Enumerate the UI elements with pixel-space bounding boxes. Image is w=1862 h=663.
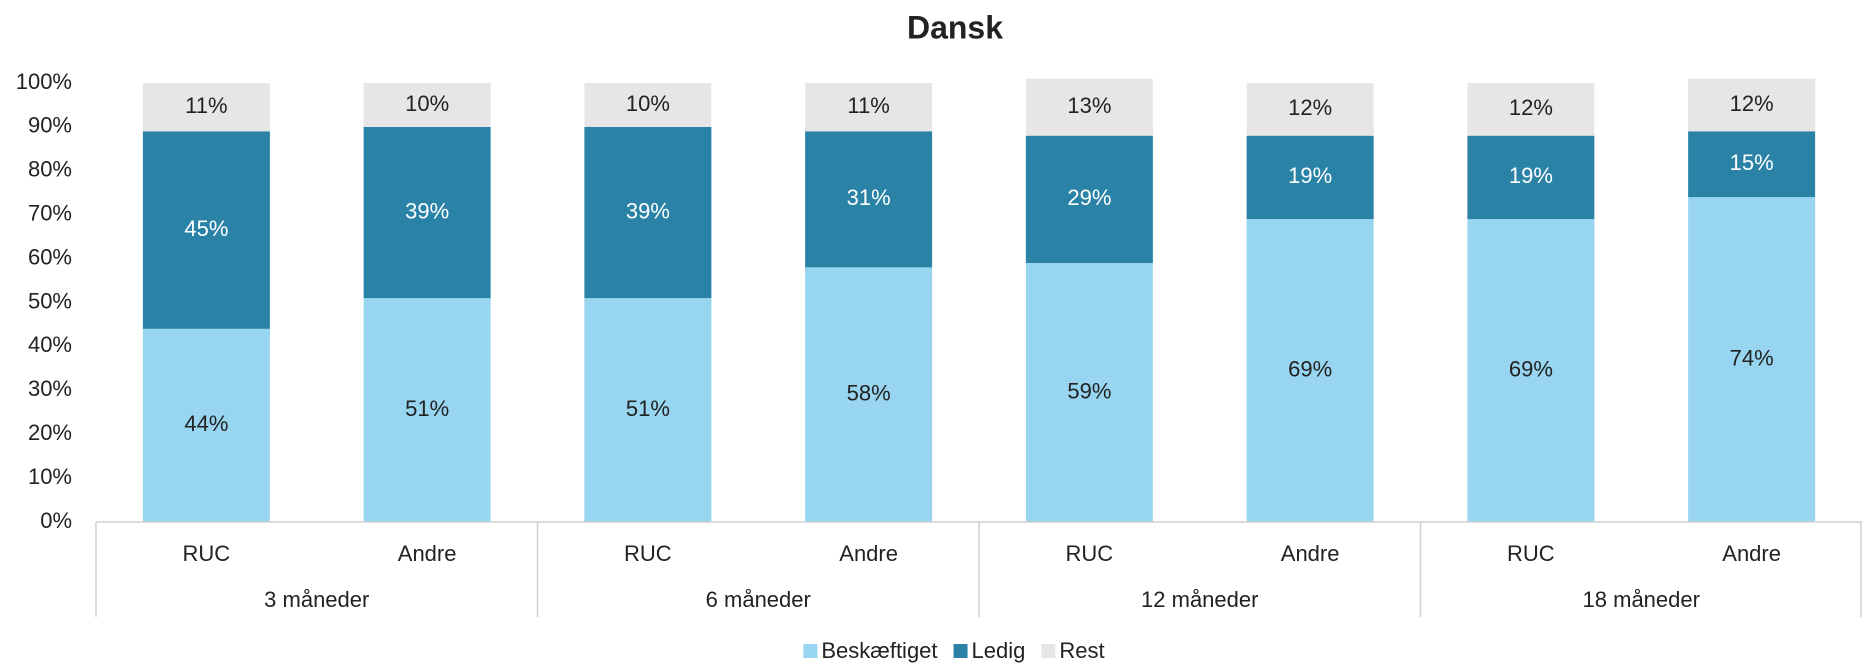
data-label: 69% (1509, 356, 1553, 381)
bar-segment (805, 267, 933, 522)
x-tick-label: Andre (1281, 541, 1340, 566)
data-label: 51% (626, 396, 670, 421)
data-label: 31% (847, 185, 891, 210)
legend-label: Beskæftiget (821, 638, 937, 663)
data-label: 12% (1288, 95, 1332, 120)
bar-segment (584, 126, 712, 299)
x-tick-label: Andre (1722, 541, 1781, 566)
y-tick-label: 70% (28, 201, 72, 226)
bar-segment (1467, 83, 1595, 136)
bar-segment (363, 83, 491, 127)
data-label: 10% (626, 91, 670, 116)
bar-segment (1246, 219, 1374, 522)
data-label: 44% (184, 411, 228, 436)
data-label: 45% (184, 216, 228, 241)
y-tick-label: 0% (40, 508, 72, 533)
bar-segment (1688, 197, 1816, 522)
x-tick-label: RUC (1507, 541, 1555, 566)
y-tick-label: 100% (16, 69, 72, 94)
x-tick-label: Andre (839, 541, 898, 566)
y-tick-label: 60% (28, 244, 72, 269)
legend-swatch (1041, 644, 1056, 658)
data-label: 39% (405, 198, 449, 223)
legend-swatch (953, 644, 968, 658)
data-label: 11% (847, 93, 889, 118)
data-label: 19% (1288, 163, 1332, 188)
data-label: 74% (1730, 345, 1774, 370)
bar-segment (1025, 135, 1153, 263)
data-label: 59% (1067, 378, 1111, 403)
legend-swatch (803, 644, 818, 658)
x-tick-label: RUC (1066, 541, 1114, 566)
y-tick-label: 80% (28, 157, 72, 182)
bar-segment (1025, 262, 1153, 522)
group-label: 12 måneder (1141, 587, 1258, 612)
data-label: 10% (405, 91, 449, 116)
data-label: 13% (1067, 93, 1111, 118)
bar-segment (1467, 135, 1595, 220)
bar-segment (1246, 135, 1374, 220)
data-label: 29% (1067, 185, 1111, 210)
legend-label: Ledig (972, 638, 1026, 663)
legend-label: Rest (1059, 638, 1104, 663)
data-label: 39% (626, 198, 670, 223)
data-label: 58% (847, 381, 891, 406)
data-label: 15% (1730, 150, 1774, 175)
chart-title: Dansk (907, 9, 1003, 45)
group-label: 3 måneder (264, 587, 369, 612)
bar-segment (1246, 83, 1374, 136)
x-tick-label: RUC (183, 541, 231, 566)
bar-segment (1688, 78, 1816, 132)
bar-segment (584, 83, 712, 127)
y-tick-label: 20% (28, 420, 72, 445)
bar-segment (142, 83, 270, 132)
bar-segment (1467, 219, 1595, 522)
group-label: 18 måneder (1583, 587, 1700, 612)
data-label: 51% (405, 396, 449, 421)
data-label: 11% (185, 93, 227, 118)
data-label: 19% (1509, 163, 1553, 188)
bar-segment (1688, 131, 1816, 198)
bar-segment (363, 126, 491, 299)
y-tick-label: 90% (28, 113, 72, 138)
bar-segment (363, 298, 491, 522)
data-label: 12% (1730, 91, 1774, 116)
bar-segment (142, 328, 270, 522)
y-tick-label: 30% (28, 376, 72, 401)
data-label: 69% (1288, 356, 1332, 381)
data-label: 12% (1509, 95, 1553, 120)
bar-segment (584, 298, 712, 522)
y-tick-label: 40% (28, 332, 72, 357)
x-tick-label: Andre (398, 541, 457, 566)
group-label: 6 måneder (706, 587, 811, 612)
bar-segment (1025, 78, 1153, 136)
y-tick-label: 50% (28, 288, 72, 313)
bar-segment (142, 131, 270, 329)
y-tick-label: 10% (28, 464, 72, 489)
x-tick-label: RUC (624, 541, 672, 566)
bar-segment (805, 131, 933, 268)
bar-segment (805, 83, 933, 132)
